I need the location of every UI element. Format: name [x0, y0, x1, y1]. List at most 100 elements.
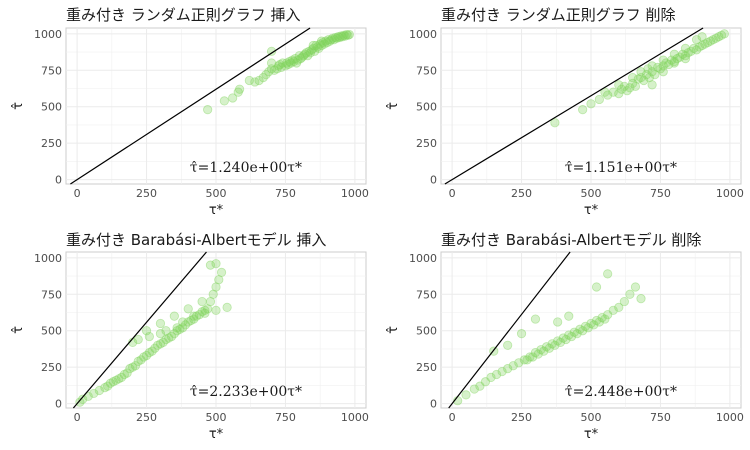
y-tick-label: 1000	[34, 28, 62, 41]
scatter-point	[178, 317, 188, 327]
scatter-point	[625, 289, 635, 299]
y-tick-label: 750	[41, 288, 62, 301]
y-tick-label: 500	[41, 101, 62, 114]
scatter-point	[155, 339, 166, 349]
scatter-point	[703, 37, 713, 48]
scatter-point	[619, 81, 629, 91]
y-axis-label: τ̂	[11, 102, 26, 110]
scatter-point	[153, 340, 163, 350]
scatter-point	[335, 32, 345, 43]
scatter-point	[144, 347, 154, 358]
scatter-point	[469, 384, 479, 394]
scatter-point	[304, 46, 314, 56]
x-axis-label: τ*	[584, 203, 599, 218]
y-tick-label: 250	[416, 361, 437, 374]
scatter-point	[539, 346, 549, 356]
scatter-point	[661, 58, 671, 68]
major-grid	[66, 28, 366, 184]
x-tick-label: 0	[449, 411, 456, 424]
scatter-point	[553, 317, 563, 327]
scatter-point	[285, 56, 295, 67]
scatter-point	[691, 45, 702, 55]
x-tick-label: 250	[511, 411, 532, 424]
scatter-point	[161, 334, 171, 345]
fit-annotation: τ̂=1.151e+00τ*	[565, 160, 677, 176]
scatter-point	[683, 48, 693, 58]
scatter-point	[172, 323, 182, 333]
y-tick-label: 0	[430, 398, 437, 411]
x-tick-label: 750	[275, 411, 296, 424]
scatter-point	[553, 336, 563, 346]
scatter-point	[180, 320, 191, 330]
scatter-point	[116, 372, 127, 382]
major-grid	[441, 252, 741, 408]
scatter-point	[273, 61, 284, 71]
scatter-point	[75, 397, 85, 407]
scatter-point	[716, 30, 727, 40]
scatter-point	[329, 35, 339, 45]
scatter-point	[636, 294, 646, 304]
scatter-point	[275, 59, 285, 70]
scatter-point	[300, 49, 310, 59]
scatter-point	[594, 94, 604, 105]
y-axis-label: τ̂	[386, 326, 401, 334]
scatter-point	[561, 334, 571, 345]
scatter-point	[166, 331, 177, 342]
scatter-point	[547, 339, 557, 349]
scatter-point	[680, 54, 691, 64]
scatter-point	[583, 323, 593, 333]
scatter-point	[297, 52, 307, 62]
scatter-point	[258, 72, 268, 83]
scatter-point	[222, 302, 232, 313]
scatter-point	[708, 35, 718, 45]
chart-panel: 0 250 500 750 1000 0 250 500 750 1000 τ̂=2.448e+00…	[386, 231, 744, 442]
scatter-point	[308, 43, 318, 54]
scatter-point	[319, 39, 329, 49]
scatter-point	[343, 30, 353, 40]
scatter-point	[530, 347, 541, 358]
scatter-point	[711, 33, 721, 43]
scatter-point	[503, 364, 513, 374]
scatter-point	[647, 80, 657, 90]
scatter-point	[144, 331, 154, 342]
scatter-point	[136, 355, 146, 365]
scatter-point	[325, 36, 335, 46]
scatter-point	[318, 37, 328, 48]
scatter-point	[94, 385, 104, 396]
fit-line	[444, 27, 704, 185]
scatter-point	[541, 342, 552, 352]
scatter-point	[628, 78, 638, 89]
scatter-point	[211, 259, 221, 269]
scatter-point	[111, 375, 121, 385]
scatter-point	[641, 70, 652, 80]
scatter-point	[197, 296, 207, 307]
scatter-point	[205, 260, 216, 270]
scatter-point	[475, 381, 485, 391]
scatter-point	[461, 390, 471, 400]
scatter-point	[555, 337, 566, 347]
scatter-point	[308, 40, 318, 51]
scatter-point	[594, 317, 604, 327]
scatter-point	[344, 29, 354, 40]
scatter-point	[172, 326, 182, 336]
x-tick-label: 750	[275, 187, 296, 200]
scatter-point	[219, 96, 229, 106]
scatter-point	[315, 39, 325, 49]
y-tick-label: 750	[416, 64, 437, 77]
y-tick-label: 250	[41, 137, 62, 150]
scatter-point	[155, 318, 166, 329]
scatter-point	[647, 61, 657, 71]
scatter-point	[250, 77, 260, 87]
x-tick-label: 0	[74, 411, 81, 424]
scatter-point	[208, 289, 218, 299]
scatter-point	[497, 366, 507, 377]
scatter-point	[669, 58, 679, 68]
scatter-point	[326, 35, 336, 45]
y-axis-label: τ̂	[11, 326, 26, 334]
scatter-point	[686, 46, 696, 56]
panel-title: 重み付き Barabási-Albertモデル 削除	[441, 231, 701, 249]
y-tick-label: 0	[55, 398, 62, 411]
scatter-point	[569, 327, 579, 337]
scatter-point	[282, 58, 292, 68]
scatter-point	[503, 340, 513, 350]
